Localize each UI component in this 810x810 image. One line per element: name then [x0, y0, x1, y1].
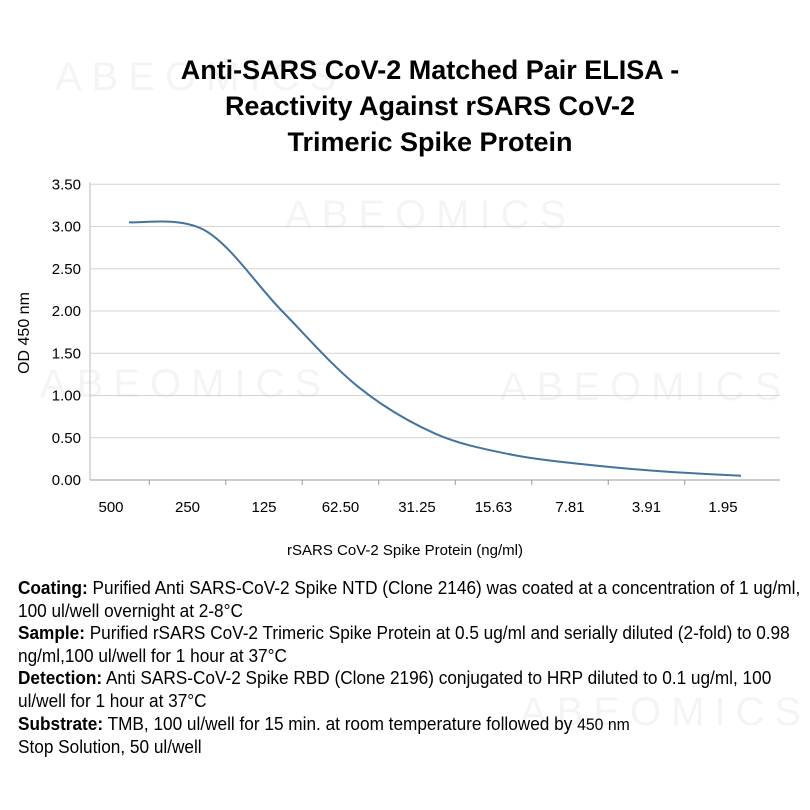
note-text: 450 nm — [577, 714, 630, 734]
y-tick-label: 2.00 — [52, 303, 81, 320]
note-text: Purified Anti SARS-CoV-2 Spike NTD (Clon… — [18, 577, 801, 621]
note-label: Sample: — [18, 622, 85, 644]
note-coating: Coating: Purified Anti SARS-CoV-2 Spike … — [18, 577, 804, 622]
note-detection: Detection: Anti SARS-CoV-2 Spike RBD (Cl… — [18, 667, 804, 712]
chart-title-line: Anti-SARS CoV-2 Matched Pair ELISA - — [180, 55, 680, 85]
y-tick-label: 1.50 — [52, 345, 81, 362]
note-label: Detection: — [18, 667, 103, 689]
note-text: Stop Solution, 50 ul/well — [18, 736, 202, 758]
y-tick-label: 2.50 — [52, 261, 81, 278]
series-line — [128, 220, 742, 477]
note-text: Anti SARS-CoV-2 Spike RBD (Clone 2196) c… — [18, 667, 772, 711]
x-tick-label: 3.91 — [632, 499, 661, 516]
x-tick-label: 125 — [251, 499, 276, 516]
y-tick-label: 1.00 — [52, 388, 81, 405]
x-tick-label: 31.25 — [398, 499, 436, 516]
x-tick-label: 500 — [98, 499, 123, 516]
watermark: ABEOMICS — [55, 55, 346, 100]
y-tick-label: 0.50 — [52, 430, 81, 447]
x-tick-label: 62.50 — [322, 499, 360, 516]
note-text: TMB, 100 ul/well for 15 min. at room tem… — [103, 712, 573, 734]
protocol-notes: Coating: Purified Anti SARS-CoV-2 Spike … — [18, 577, 804, 759]
y-axis-label: OD 450 nm — [16, 292, 33, 374]
y-tick-label: 0.00 — [52, 472, 81, 489]
watermark: ABEOMICS — [500, 365, 791, 410]
x-axis-label: rSARS CoV-2 Spike Protein (ng/ml) — [287, 542, 523, 559]
watermark: ABEOMICS — [285, 193, 576, 238]
chart-title: Anti-SARS CoV-2 Matched Pair ELISA - Rea… — [60, 52, 800, 160]
note-substrate: Substrate: TMB, 100 ul/well for 15 min. … — [18, 713, 804, 759]
note-text: Purified rSARS CoV-2 Trimeric Spike Prot… — [18, 622, 790, 666]
y-tick-label: 3.50 — [52, 176, 81, 193]
note-label: Coating: — [18, 577, 88, 598]
x-tick-label: 250 — [175, 499, 200, 516]
x-tick-label: 15.63 — [475, 499, 513, 516]
x-tick-label: 1.95 — [708, 499, 737, 516]
watermark: ABEOMICS — [40, 362, 331, 407]
chart-title-line: Trimeric Spike Protein — [287, 127, 573, 157]
note-label: Substrate: — [18, 712, 104, 734]
line-chart: 0.00 0.50 1.00 1.50 2.00 2.50 3.00 3.50 500 250 1… — [16, 176, 780, 559]
note-sample: Sample: Purified rSARS CoV-2 Trimeric Sp… — [18, 622, 804, 667]
y-tick-label: 3.00 — [52, 219, 81, 236]
chart-title-line: Reactivity Against rSARS CoV-2 — [224, 91, 636, 121]
x-tick-label: 7.81 — [555, 499, 584, 516]
watermark: ABEOMICS — [520, 690, 810, 735]
